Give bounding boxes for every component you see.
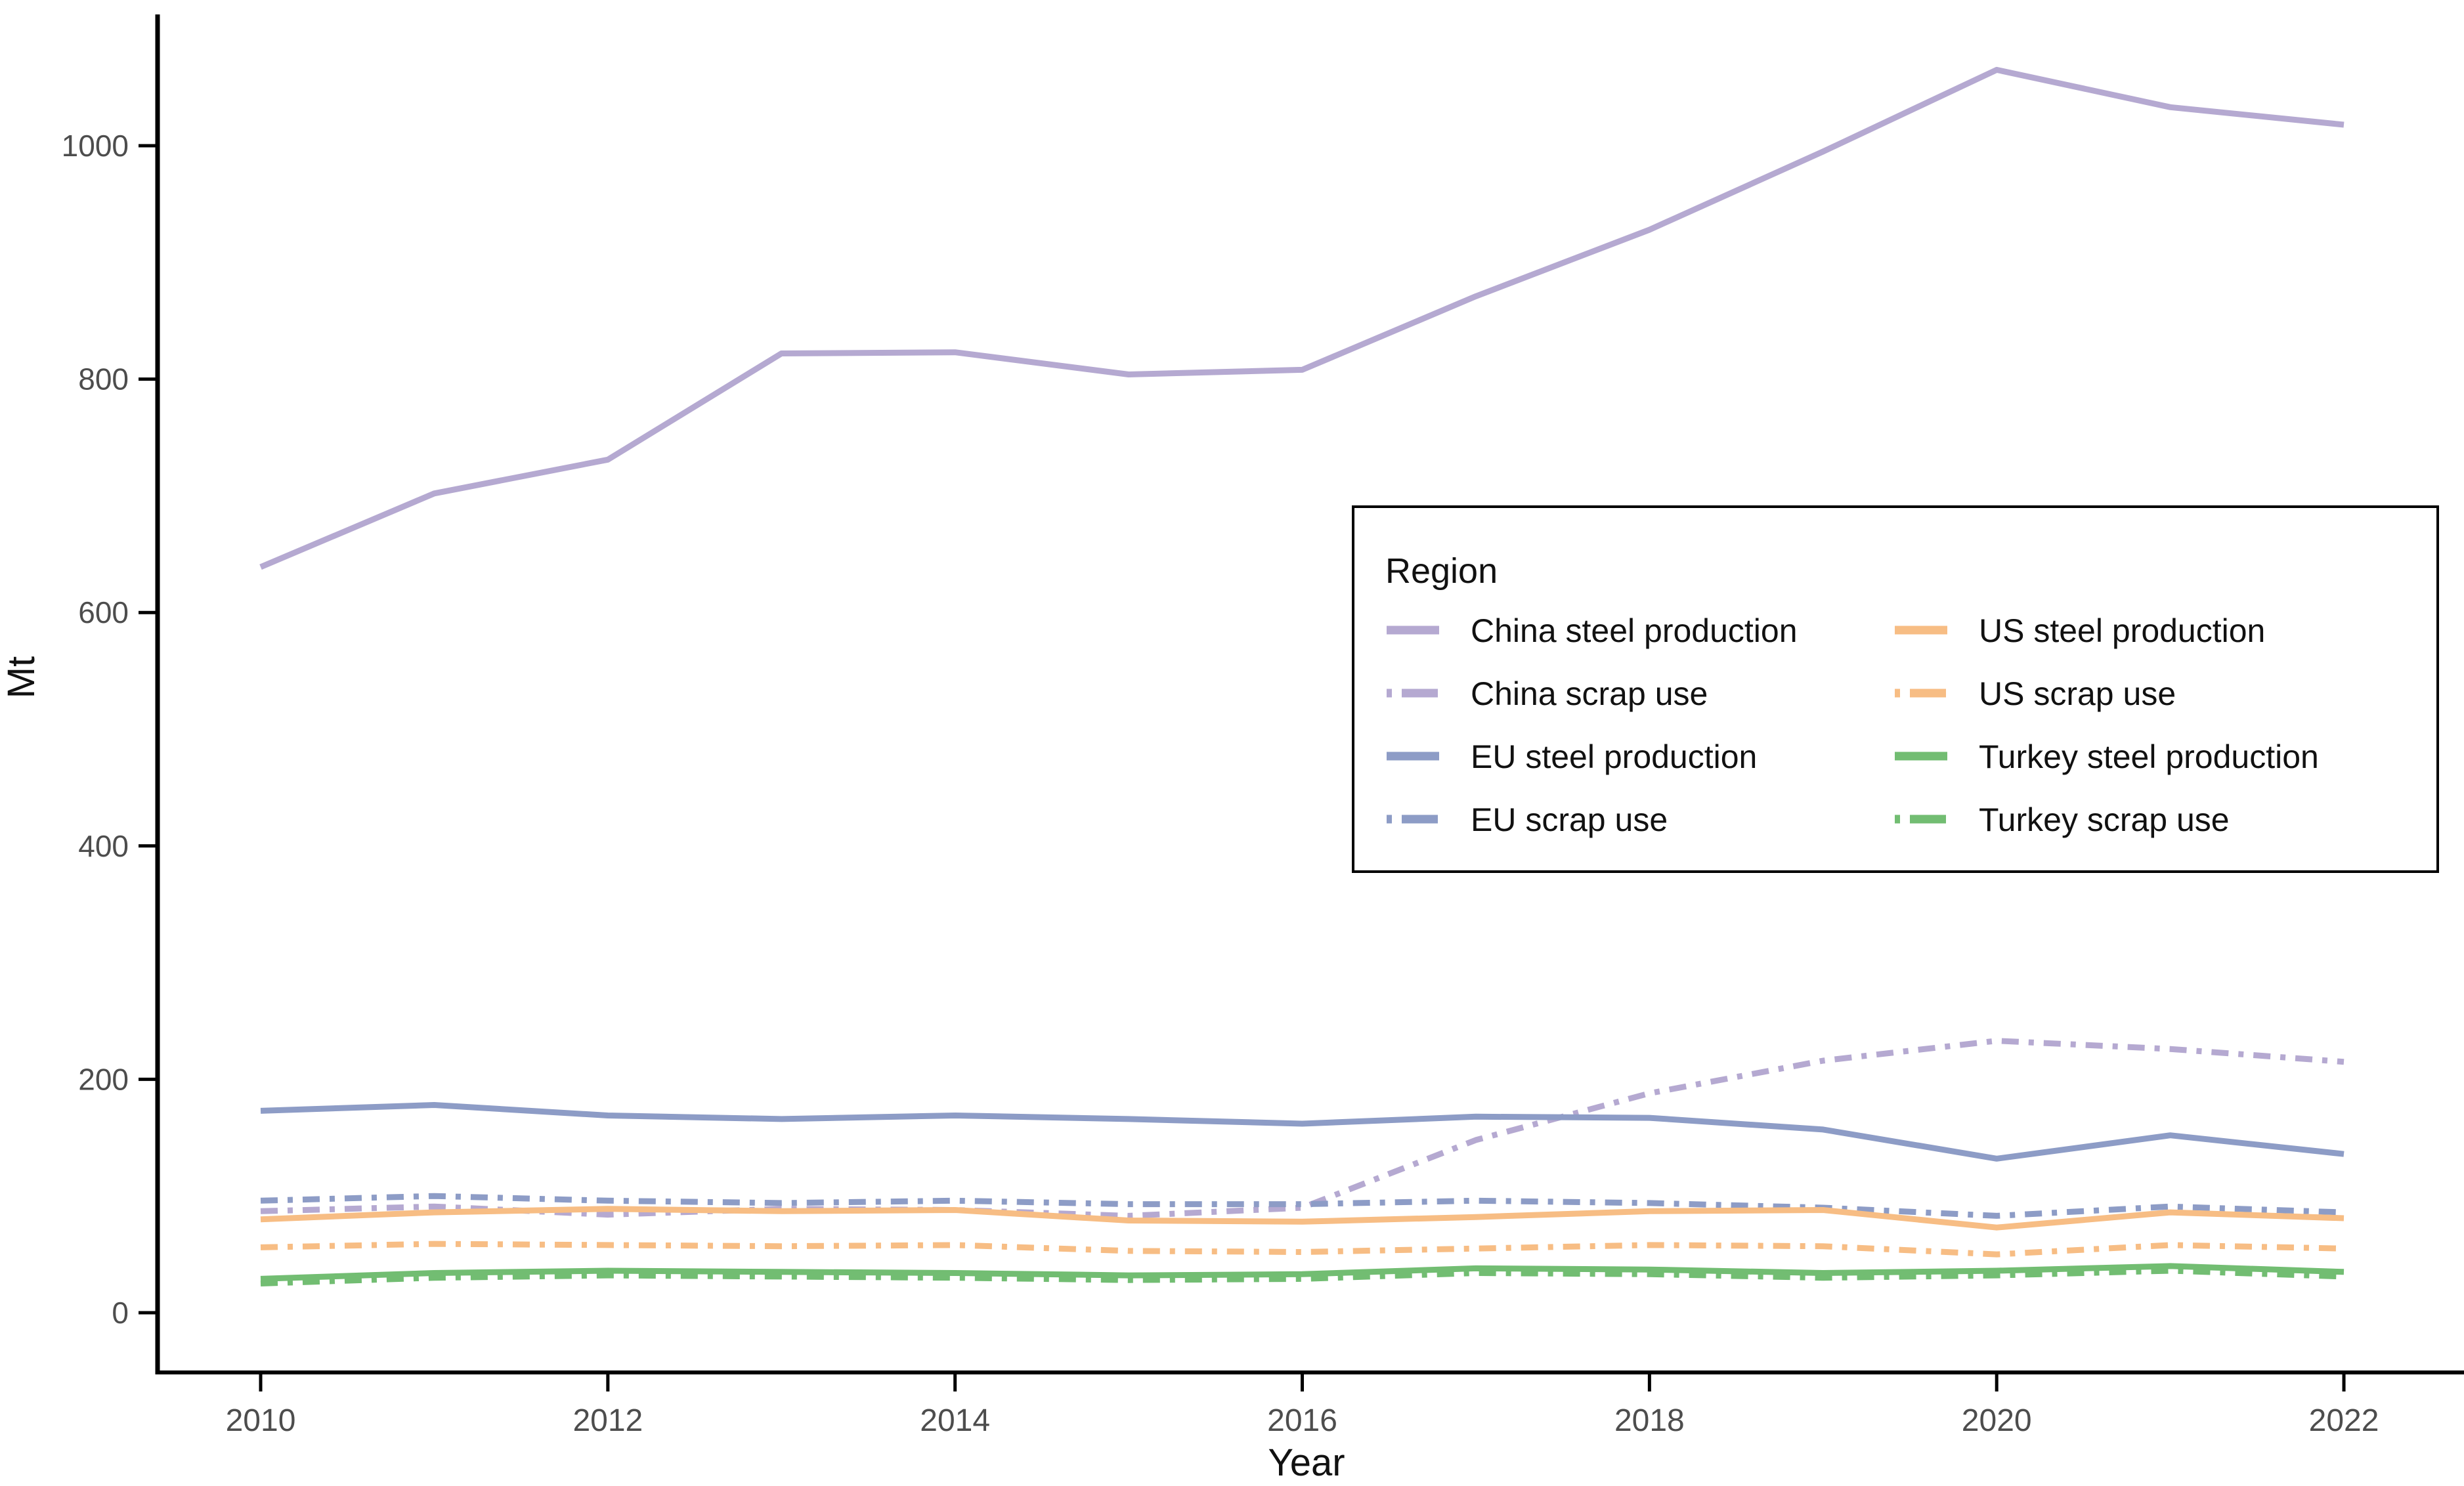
y-axis-title: Mt (0, 656, 43, 698)
legend-label: China scrap use (1471, 675, 1708, 712)
legend: Region China steel production China scra… (1352, 505, 2439, 873)
legend-label: EU scrap use (1471, 801, 1668, 838)
legend-title: Region (1385, 551, 1498, 591)
y-tick-label: 0 (112, 1296, 129, 1330)
legend-label: EU steel production (1471, 738, 1757, 775)
line-us-scrap-use (260, 1241, 2345, 1258)
x-tick-label: 2012 (573, 1403, 643, 1438)
line-us-steel-production (260, 1206, 2345, 1231)
legend-label: US steel production (1979, 612, 2265, 649)
legend-label: Turkey scrap use (1979, 801, 2230, 838)
legend-item-china-scrap-use: China scrap use (1387, 675, 1708, 712)
legend-item-turkey-scrap-use: Turkey scrap use (1895, 801, 2230, 838)
line-turkey-steel-production (260, 1263, 2345, 1282)
x-tick-label: 2020 (1962, 1403, 2032, 1438)
legend-label: US scrap use (1979, 675, 2176, 712)
x-axis-ticks: 2010 2012 2014 2016 2018 2020 2022 (226, 1372, 2379, 1438)
legend-item-turkey-steel-production: Turkey steel production (1895, 738, 2319, 775)
legend-label: Turkey steel production (1979, 738, 2319, 775)
legend-item-us-scrap-use: US scrap use (1895, 675, 2176, 712)
x-tick-label: 2010 (226, 1403, 296, 1438)
y-tick-label: 400 (78, 829, 129, 863)
line-turkey-scrap-use (260, 1267, 2345, 1286)
x-axis-title: Year (1268, 1441, 1345, 1484)
line-eu-steel-production (260, 1102, 2345, 1162)
x-tick-label: 2016 (1267, 1403, 1337, 1438)
series-layer (259, 66, 2345, 1286)
y-tick-label: 600 (78, 595, 129, 629)
line-china-steel-production (259, 66, 2345, 570)
line-eu-scrap-use (260, 1193, 2345, 1219)
y-tick-label: 1000 (62, 129, 129, 163)
y-axis-ticks: 0 200 400 600 800 1000 (62, 129, 157, 1330)
legend-label: China steel production (1471, 612, 1798, 649)
legend-item-us-steel-production: US steel production (1895, 612, 2265, 649)
x-tick-label: 2022 (2309, 1403, 2379, 1438)
y-tick-label: 200 (78, 1062, 129, 1096)
x-tick-label: 2018 (1614, 1403, 1685, 1438)
legend-item-china-steel-production: China steel production (1387, 612, 1798, 649)
y-tick-label: 800 (78, 362, 129, 396)
legend-item-eu-scrap-use: EU scrap use (1387, 801, 1668, 838)
legend-item-eu-steel-production: EU steel production (1387, 738, 1757, 775)
x-tick-label: 2014 (920, 1403, 990, 1438)
line-china-scrap-use (260, 1038, 2345, 1219)
